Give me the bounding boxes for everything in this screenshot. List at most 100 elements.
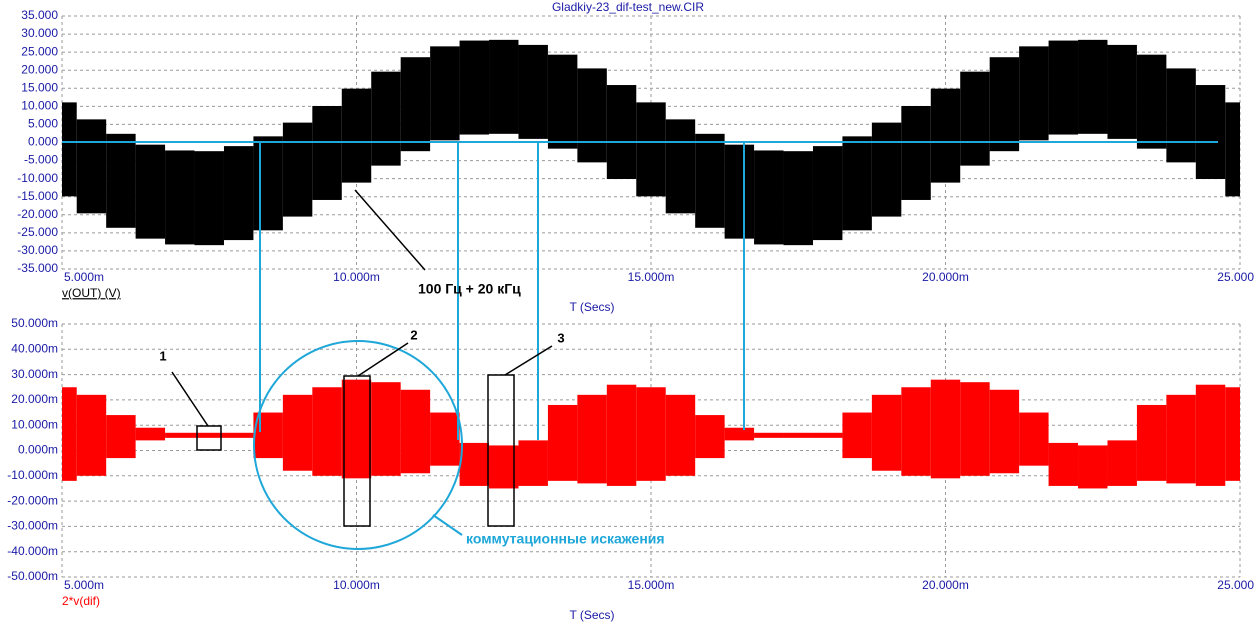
annotation-box: [487, 374, 515, 527]
signal-band: [695, 415, 725, 459]
y-tick-label: -5.000: [24, 153, 58, 167]
signal-band: [1136, 54, 1167, 149]
y-tick-label: 0.000: [28, 135, 58, 149]
signal-band: [400, 57, 431, 152]
signal-band: [430, 46, 460, 141]
signal-band: [489, 39, 519, 134]
signal-band: [1195, 85, 1226, 180]
annotation-line: [504, 345, 553, 376]
signal-band: [606, 384, 637, 486]
signal-band: [1195, 384, 1226, 486]
annotation-text: 100 Гц + 20 кГц: [418, 281, 521, 297]
signal-band: [459, 40, 490, 135]
y-tick-label: 50.000m: [11, 316, 58, 330]
signal-band: [253, 412, 283, 459]
series-label: v(OUT) (V): [62, 286, 121, 300]
y-tick-label: -15.000: [17, 189, 58, 203]
x-tick-label: 15.000m: [628, 578, 675, 592]
y-tick-label: 20.000: [21, 62, 58, 76]
signal-band: [341, 88, 372, 183]
y-tick-label: 40.000m: [11, 341, 58, 355]
y-tick-label: -10.000m: [7, 468, 58, 482]
annotation-circle: [253, 340, 463, 550]
signal-band: [459, 442, 490, 486]
signal-band: [371, 382, 401, 476]
signal-band: [194, 432, 224, 438]
x-tick-label: 25.000: [1217, 578, 1254, 592]
signal-band: [430, 412, 460, 466]
y-tick-label: -10.000: [17, 171, 58, 185]
signal-band: [312, 105, 342, 200]
x-tick-label: 20.000m: [922, 578, 969, 592]
x-tick-label: 5.000m: [64, 270, 104, 284]
signal-band: [636, 387, 666, 481]
annotation-box: [196, 425, 222, 451]
signal-band: [312, 387, 342, 476]
signal-band: [989, 57, 1020, 152]
annotation-text: 3: [557, 330, 564, 345]
signal-band: [577, 394, 607, 484]
signal-band: [783, 432, 813, 438]
y-tick-label: 0.000m: [18, 443, 58, 457]
signal-band: [901, 387, 931, 476]
signal-band: [135, 427, 166, 441]
annotation-line: [354, 189, 426, 271]
signal-band: [665, 119, 696, 214]
y-tick-label: 30.000m: [11, 367, 58, 381]
x-tick-label: 25.000: [1217, 270, 1254, 284]
annotation-text: 2: [410, 327, 417, 342]
signal-band: [194, 151, 224, 246]
signal-band: [665, 394, 696, 476]
signal-band: [783, 151, 813, 246]
signal-band: [842, 412, 872, 459]
signal-band: [1048, 40, 1079, 135]
signal-band: [341, 379, 372, 479]
signal-band: [1019, 46, 1049, 141]
x-axis-label: T (Secs): [569, 608, 614, 622]
signal-band: [1225, 102, 1240, 197]
signal-band: [400, 389, 431, 474]
signal-band: [724, 144, 755, 239]
y-tick-label: 10.000m: [11, 417, 58, 431]
signal-band: [62, 387, 77, 481]
y-tick-label: -25.000: [17, 225, 58, 239]
x-tick-label: 20.000m: [922, 270, 969, 284]
signal-band: [282, 122, 313, 217]
signal-band: [135, 144, 166, 239]
series-label: 2*v(dif): [62, 594, 100, 608]
signal-band: [223, 146, 254, 241]
signal-band: [754, 432, 784, 438]
annotation-line: [171, 371, 209, 427]
signal-band: [547, 404, 578, 481]
annotation-line: [432, 514, 463, 536]
signal-band: [165, 150, 195, 245]
signal-band: [1078, 39, 1108, 134]
y-tick-label: -30.000: [17, 243, 58, 257]
signal-band: [636, 102, 666, 197]
signal-band: [76, 394, 107, 476]
signal-band: [547, 54, 578, 149]
signal-band: [106, 415, 136, 459]
signal-band: [1107, 440, 1137, 486]
y-tick-label: 20.000m: [11, 392, 58, 406]
signal-band: [606, 85, 637, 180]
signal-band: [1078, 445, 1108, 489]
y-tick-label: -20.000m: [7, 493, 58, 507]
signal-band: [76, 119, 107, 214]
signal-band: [960, 382, 990, 476]
signal-band: [871, 122, 902, 217]
signal-band: [1019, 412, 1049, 466]
signal-band: [106, 133, 136, 228]
y-tick-label: 5.000: [28, 117, 58, 131]
signal-band: [1166, 68, 1196, 163]
signal-band: [1225, 387, 1240, 481]
signal-band: [842, 136, 872, 231]
annotation-text: 1: [159, 348, 166, 363]
signal-band: [371, 71, 401, 166]
signal-band: [930, 88, 961, 183]
signal-band: [1107, 44, 1137, 139]
signal-band: [165, 432, 195, 438]
y-tick-label: 35.000: [21, 8, 58, 22]
signal-band: [812, 432, 843, 438]
